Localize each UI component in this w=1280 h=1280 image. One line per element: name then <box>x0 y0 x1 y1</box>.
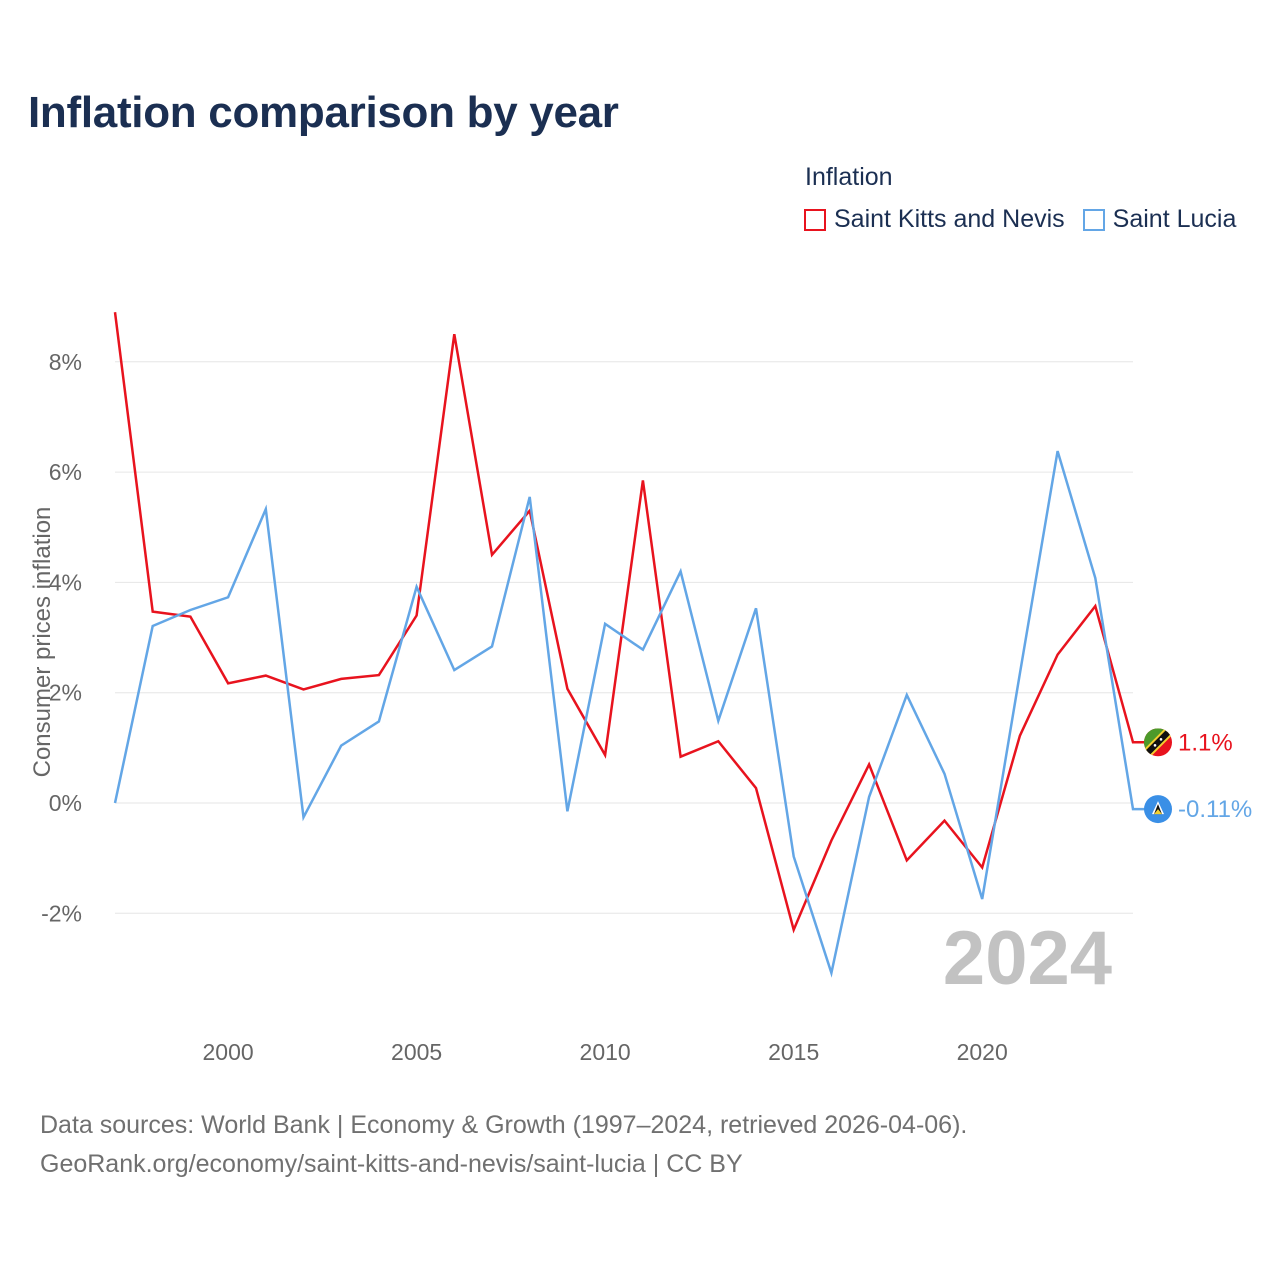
series-line-saint-lucia <box>113 450 1158 978</box>
end-value-label-saint-lucia: -0.11% <box>1178 796 1252 823</box>
chart-title: Inflation comparison by year <box>28 88 619 137</box>
saint-lucia-flag-icon <box>1144 795 1172 824</box>
y-tick-label: 2% <box>49 680 82 706</box>
x-tick-label: 2015 <box>768 1039 819 1065</box>
y-tick-label: 4% <box>49 569 82 595</box>
year-watermark: 2024 <box>943 916 1112 1001</box>
legend-label-saint-kitts-and-nevis: Saint Kitts and Nevis <box>834 205 1065 233</box>
legend: Saint Kitts and Nevis Saint Lucia <box>804 205 1254 234</box>
y-tick-label: 6% <box>49 459 82 485</box>
y-axis-label: Consumer prices inflation <box>29 507 56 778</box>
end-value-label-saint-kitts-and-nevis: 1.1% <box>1178 729 1233 756</box>
legend-item-saint-lucia[interactable]: Saint Lucia <box>1082 205 1237 234</box>
y-tick-label: 8% <box>49 349 82 375</box>
data-source-footer: Data sources: World Bank | Economy & Gro… <box>40 1106 967 1184</box>
x-tick-label: 2005 <box>391 1039 442 1065</box>
x-tick-label: 2000 <box>203 1039 254 1065</box>
legend-swatch-saint-kitts-and-nevis <box>804 208 826 231</box>
footer-url[interactable]: GeoRank.org/economy/saint-kitts-and-nevi… <box>40 1150 743 1178</box>
line-chart: -2% 0% 2% 4% 6% 8% 2000 2005 2010 2015 2020 Consume… <box>29 312 1252 1065</box>
y-tick-label: -2% <box>41 900 82 926</box>
saint-kitts-and-nevis-flag-icon <box>1144 728 1172 757</box>
legend-swatch-saint-lucia <box>1082 208 1105 231</box>
x-tick-label: 2010 <box>580 1039 631 1065</box>
legend-item-saint-kitts-and-nevis[interactable]: Saint Kitts and Nevis <box>804 205 1065 234</box>
x-tick-label: 2020 <box>957 1039 1008 1065</box>
footer-sources: Data sources: World Bank | Economy & Gro… <box>40 1111 968 1139</box>
legend-label-saint-lucia: Saint Lucia <box>1112 205 1237 233</box>
series-line-saint-kitts-and-nevis <box>113 312 1158 934</box>
y-tick-label: 0% <box>49 790 82 816</box>
legend-title: Inflation <box>805 163 893 191</box>
